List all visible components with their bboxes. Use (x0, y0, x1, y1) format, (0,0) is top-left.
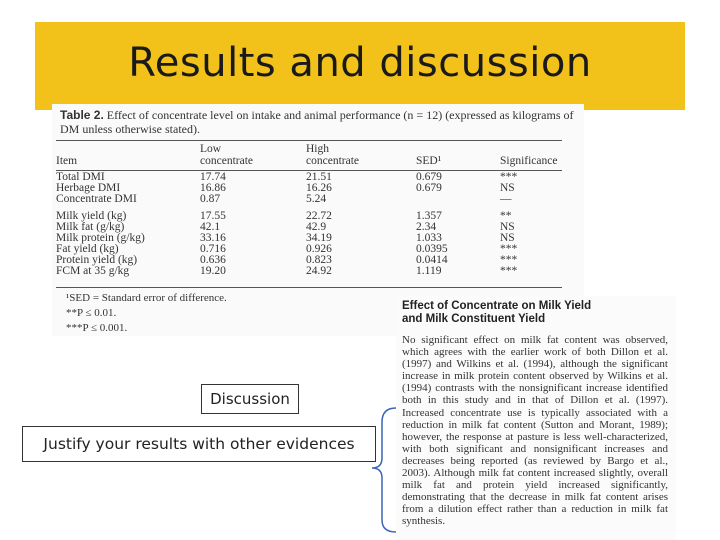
table-cell-low: 0.87 (200, 193, 221, 205)
table-cell-high: 0.823 (306, 254, 332, 266)
table-cell-sed: 0.0414 (416, 254, 448, 266)
table-cell-sig: *** (500, 265, 518, 277)
table-cell-item: Milk protein (g/kg) (56, 232, 145, 244)
table-cell-low: 42.1 (200, 221, 221, 233)
table-cell-sed: 1.119 (416, 265, 442, 277)
table-cell-high: 22.72 (306, 210, 332, 222)
table-cell-low: 0.636 (200, 254, 226, 266)
table-cell-sed: 1.357 (416, 210, 442, 222)
header-low-2: concentrate (200, 155, 253, 167)
table-cell-item: Herbage DMI (56, 182, 121, 194)
table-image: Table 2. Effect of concentrate level on … (52, 104, 584, 336)
article-heading-line-1: Effect of Concentrate on Milk Yield (402, 300, 592, 312)
table-header-rule (56, 170, 562, 171)
header-high-2: concentrate (306, 155, 359, 167)
article-heading: Effect of Concentrate on Milk Yield and … (402, 300, 591, 325)
table-bottom-rule (56, 287, 562, 288)
table-cell-low: 17.55 (200, 210, 226, 222)
table-cell-sed: 1.033 (416, 232, 442, 244)
table-cell-sig: — (500, 193, 512, 205)
article-heading-line-2: and Milk Constituent Yield (402, 312, 546, 325)
table-cell-sed: 0.679 (416, 171, 442, 183)
table-cell-sed: 0.0395 (416, 243, 448, 255)
table-cell-high: 0.926 (306, 243, 332, 255)
header-significance: Significance (500, 155, 558, 167)
table-caption-text: Effect of concentrate level on intake an… (60, 108, 574, 136)
table-cell-sig: *** (500, 171, 518, 183)
table-cell-sig: NS (500, 232, 515, 244)
header-item: Item (56, 155, 78, 167)
article-body: No significant effect on milk fat conten… (402, 334, 668, 528)
slide-title: Results and discussion (128, 40, 592, 86)
table-cell-sig: ** (500, 210, 512, 222)
table-cell-low: 33.16 (200, 232, 226, 244)
table-cell-item: Fat yield (kg) (56, 243, 119, 255)
table-cell-item: Protein yield (kg) (56, 254, 138, 266)
table-cell-item: Total DMI (56, 171, 105, 183)
table-cell-item: Concentrate DMI (56, 193, 137, 205)
table-cell-high: 24.92 (306, 265, 332, 277)
table-cell-sig: *** (500, 243, 518, 255)
discussion-label: Discussion (201, 384, 299, 414)
table-cell-low: 17.74 (200, 171, 226, 183)
brace-connector (371, 407, 397, 533)
table-cell-low: 0.716 (200, 243, 226, 255)
table-cell-high: 21.51 (306, 171, 332, 183)
header-low-1: Low (200, 143, 222, 155)
table-cell-sig: *** (500, 254, 518, 266)
table-cell-high: 42.9 (306, 221, 327, 233)
table-cell-high: 34.19 (306, 232, 332, 244)
table-caption: Table 2. Effect of concentrate level on … (60, 108, 580, 136)
table-cell-sed: 2.34 (416, 221, 437, 233)
article-excerpt: Effect of Concentrate on Milk Yield and … (396, 296, 676, 540)
footnote-p001: ***P ≤ 0.001. (66, 322, 128, 334)
title-band: Results and discussion (35, 22, 685, 110)
table-caption-label: Table 2. (60, 108, 104, 122)
footnote-p01: **P ≤ 0.01. (66, 307, 117, 319)
table-top-rule (56, 140, 562, 141)
header-high-1: High (306, 143, 329, 155)
table-cell-item: Milk fat (g/kg) (56, 221, 125, 233)
table-cell-high: 16.26 (306, 182, 332, 194)
justify-label: Justify your results with other evidence… (22, 426, 376, 462)
table-cell-item: Milk yield (kg) (56, 210, 127, 222)
table-cell-item: FCM at 35 g/kg (56, 265, 130, 277)
table-cell-sig: NS (500, 221, 515, 233)
table-cell-sig: NS (500, 182, 515, 194)
table-cell-high: 5.24 (306, 193, 327, 205)
table-cell-sed: 0.679 (416, 182, 442, 194)
header-sed: SED¹ (416, 155, 442, 167)
table-cell-low: 16.86 (200, 182, 226, 194)
footnote-sed: ¹SED = Standard error of difference. (66, 292, 227, 304)
table-cell-low: 19.20 (200, 265, 226, 277)
